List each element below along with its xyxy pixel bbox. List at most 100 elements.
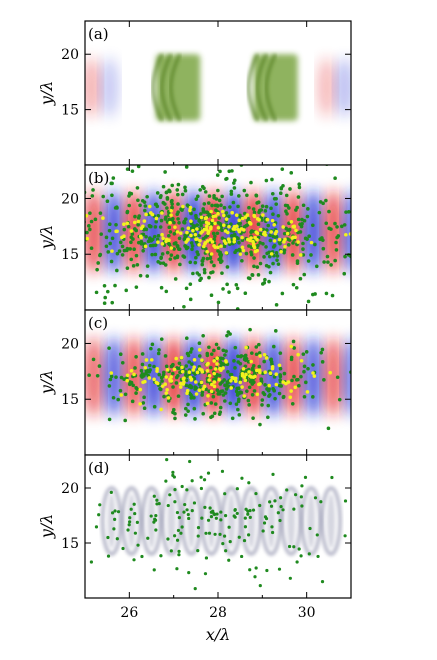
particle-yellow (199, 215, 204, 220)
particle-green (224, 549, 228, 553)
particle-yellow (203, 242, 207, 246)
particle-green (155, 191, 160, 195)
particle-green (278, 366, 283, 371)
panel-c (85, 310, 351, 455)
particle-green (219, 203, 223, 207)
particle-green (311, 292, 315, 297)
particle-green (177, 361, 182, 366)
particle-green (282, 231, 287, 236)
particle-green (354, 521, 357, 524)
particle-green (300, 504, 304, 508)
particle-green (225, 333, 229, 338)
particle-green (233, 508, 237, 512)
particle-green (208, 365, 213, 370)
particle-green (93, 217, 98, 222)
particle-green (112, 527, 116, 531)
particle-green (270, 525, 274, 529)
particle-green (176, 394, 181, 398)
particle-green (250, 273, 255, 277)
particle-green (238, 361, 243, 366)
particle-yellow (164, 391, 169, 395)
particle-green (183, 413, 188, 417)
particle-green (250, 367, 255, 372)
particle-green (169, 364, 174, 369)
particle-green (333, 176, 337, 181)
particle-green (156, 214, 161, 218)
particle-green (266, 415, 270, 420)
particle-green (157, 502, 161, 506)
particle-green (262, 255, 266, 259)
particle-green (248, 508, 252, 513)
particle-yellow (219, 368, 223, 372)
particle-yellow (234, 213, 239, 217)
particle-green (274, 234, 279, 239)
particle-yellow (200, 358, 204, 362)
density-core (287, 494, 296, 548)
particle-green (248, 515, 252, 520)
particle-yellow (197, 348, 202, 352)
particle-green (185, 508, 189, 512)
particle-green (94, 525, 99, 529)
particle-yellow (179, 355, 184, 360)
particle-green (302, 369, 306, 374)
particle-yellow (286, 380, 291, 384)
particle-green (89, 246, 94, 250)
particle-green (207, 275, 211, 280)
particle-yellow (191, 228, 195, 233)
density-core (107, 494, 116, 548)
particle-green (300, 484, 304, 488)
particle-green (381, 500, 384, 503)
particle-green (134, 253, 139, 258)
particle-yellow (204, 224, 209, 229)
particle-green (135, 262, 140, 267)
particle-green (273, 396, 277, 401)
particle-green (140, 362, 145, 367)
particle-green (388, 179, 392, 183)
particle-green (212, 512, 217, 517)
particle-green (311, 223, 315, 228)
particle-green (245, 389, 249, 393)
particle-green (144, 234, 148, 239)
particle-green (267, 394, 271, 398)
particle-green (407, 249, 411, 253)
particle-green (227, 214, 231, 219)
particle-yellow (245, 213, 250, 217)
particle-green (189, 241, 194, 245)
particle-yellow (164, 237, 169, 242)
particle-green (291, 339, 296, 344)
particle-yellow (255, 368, 259, 373)
particle-green (122, 377, 126, 382)
particle-green (292, 346, 296, 350)
particle-green (110, 181, 114, 186)
particle-green (202, 202, 207, 206)
particle-green (184, 378, 189, 383)
particle-green (133, 511, 137, 516)
particle-green (187, 571, 191, 575)
particle-green (322, 378, 326, 382)
particle-green (152, 404, 157, 409)
particle-green (260, 403, 264, 407)
particle-green (188, 297, 193, 302)
particle-green (150, 342, 155, 347)
particle-yellow (255, 217, 260, 221)
particle-green (243, 525, 248, 529)
particle-green (214, 208, 218, 212)
particle-yellow (217, 377, 221, 382)
particle-green (159, 193, 163, 198)
particle-green (158, 225, 163, 229)
density-core (267, 494, 276, 548)
particle-green (110, 300, 115, 305)
particle-yellow (149, 358, 154, 362)
particle-green (237, 240, 241, 245)
particle-green (276, 213, 281, 218)
particle-green (118, 388, 123, 393)
particle-green (151, 243, 155, 248)
particle-green (135, 520, 139, 524)
particle-yellow (180, 365, 184, 370)
density-arc (246, 53, 260, 122)
particle-green (308, 526, 312, 531)
particle-green (289, 171, 294, 175)
particle-green (346, 253, 351, 257)
particle-green (235, 487, 239, 491)
particle-green (319, 351, 323, 355)
